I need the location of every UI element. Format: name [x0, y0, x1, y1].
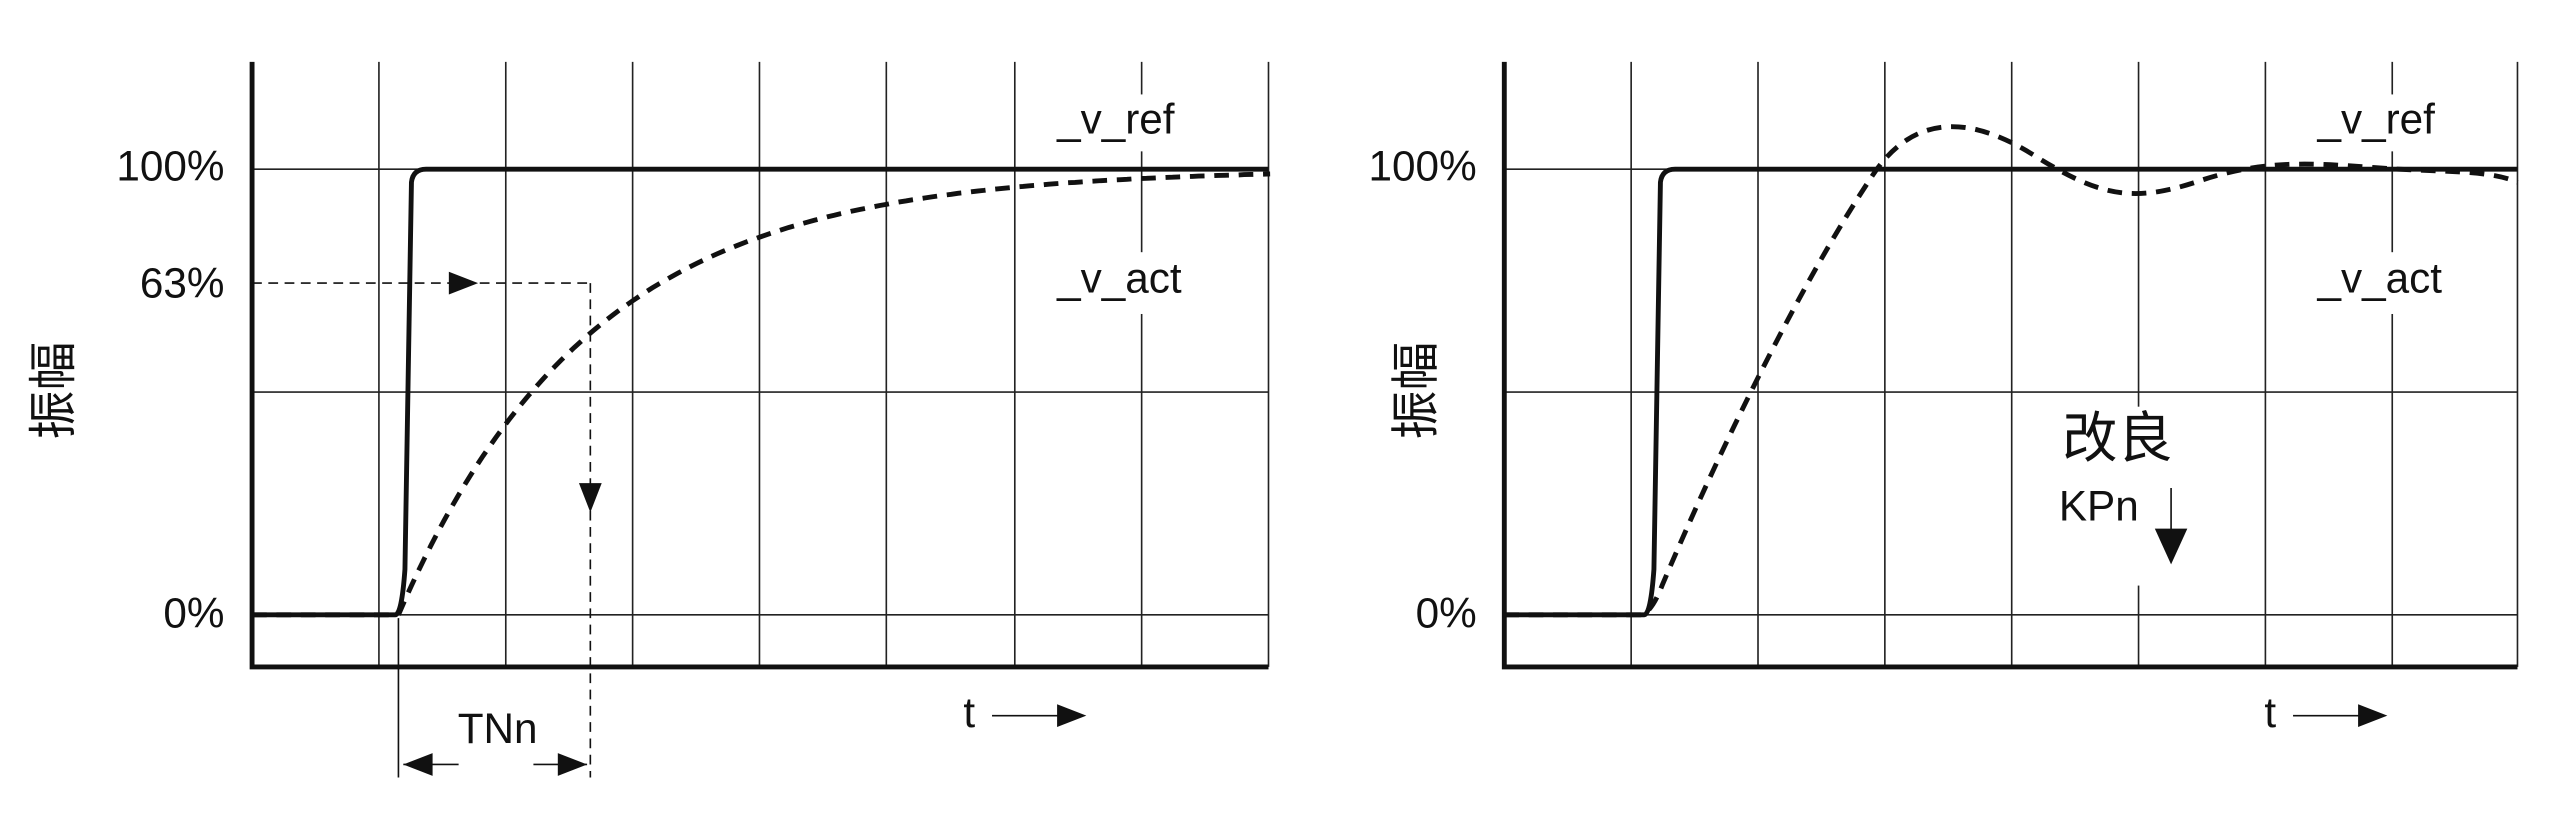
- act-curve: [1504, 124, 2519, 618]
- curve-label: _v_ref: [2316, 95, 2435, 142]
- panel-left: TNn 100% 63% 0% _v_ref _v_act t 振幅: [27, 61, 1271, 778]
- y-label: 0%: [163, 590, 224, 637]
- arrow: [578, 483, 602, 513]
- arrow: [2154, 528, 2188, 565]
- curve-label: _v_ref: [1056, 95, 1175, 142]
- axes: [1501, 61, 2518, 670]
- act-curve: [252, 171, 1271, 618]
- y-axis-label: 振幅: [27, 342, 81, 440]
- x-label: t: [2264, 689, 2276, 736]
- y-label: 100%: [116, 142, 224, 189]
- curve-label: _v_act: [1056, 255, 1182, 302]
- axes: [249, 61, 1269, 670]
- panel-right: 改良 KPn 100% 0% _v_ref _v_act t 振幅: [1369, 61, 2519, 736]
- curve-label: _v_act: [2316, 255, 2442, 302]
- y-label: 100%: [1369, 142, 1477, 189]
- arrow: [448, 271, 479, 295]
- x-label: t: [963, 689, 975, 736]
- annotation-sub: KPn: [2059, 482, 2139, 529]
- y-axis-label: 振幅: [1390, 342, 1444, 440]
- ref-curve: [1504, 166, 2518, 618]
- y-label: 63%: [140, 260, 225, 307]
- annotation: 改良: [2062, 407, 2173, 469]
- annotation: TNn: [458, 705, 538, 752]
- y-label: 0%: [1416, 590, 1477, 637]
